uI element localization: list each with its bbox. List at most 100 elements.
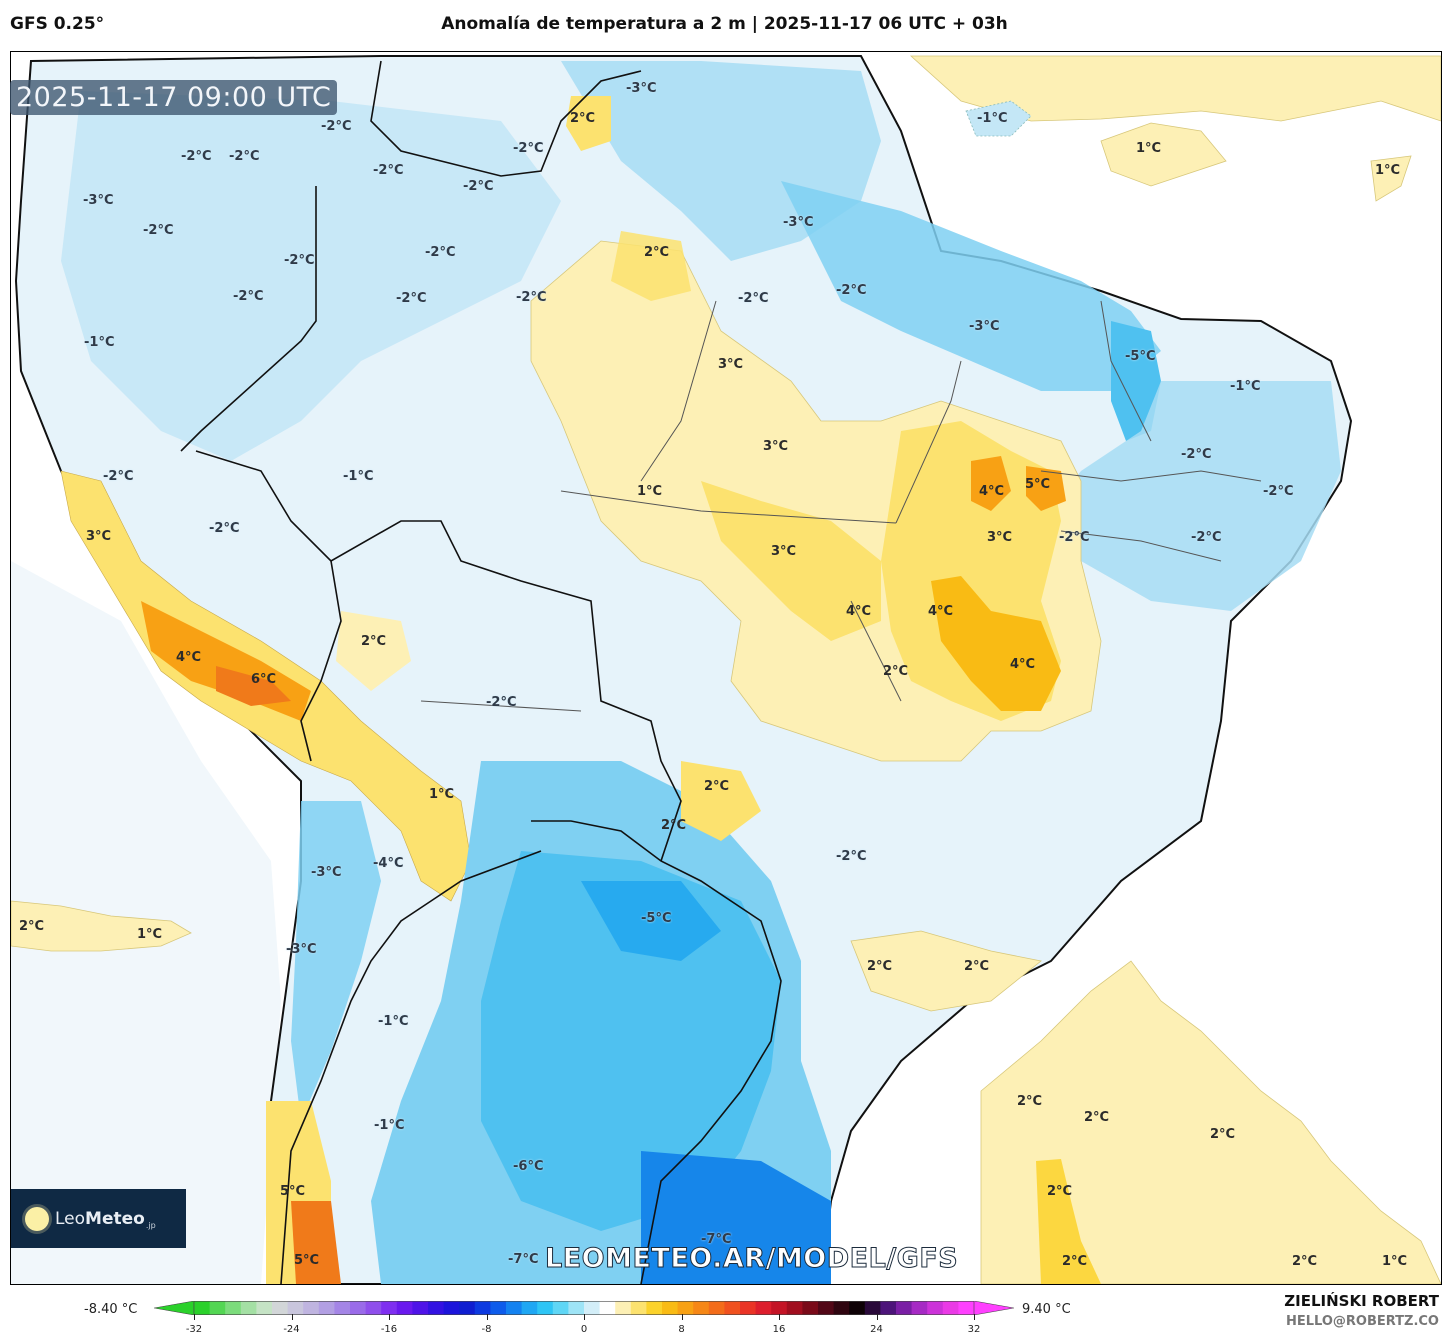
contour-label: 5°C [1025,477,1051,492]
chart-title: Anomalía de temperatura a 2 m | 2025-11-… [441,14,1008,34]
contour-label: -7°C [508,1252,539,1267]
contour-label: 2°C [883,664,909,679]
contour-label: 6°C [251,672,277,687]
colorbar-tick-label: 32 [967,1324,981,1335]
contour-label: -2°C [321,119,352,134]
contour-label: -6°C [513,1159,544,1174]
contour-label: 2°C [644,245,670,260]
contour-label: -2°C [103,469,134,484]
contour-label: -2°C [143,223,174,238]
contour-label: -2°C [1059,530,1090,545]
contour-label: 2°C [964,959,990,974]
contour-label: 3°C [763,439,789,454]
colorbar-tick-label: -32 [185,1324,203,1335]
model-label: GFS 0.25° [10,14,105,34]
contour-label: -2°C [516,290,547,305]
contour-label: -2°C [229,149,260,164]
contour-label: -2°C [425,245,456,260]
leometeo-logo[interactable]: LeoMeteo .jp [11,1189,186,1248]
contour-label: 4°C [979,484,1005,499]
contour-label: 3°C [987,530,1013,545]
contour-label: 1°C [137,927,163,942]
contour-label: -4°C [373,856,404,871]
contour-label: -1°C [1230,379,1261,394]
valid-time-badge: 2025-11-17 09:00 UTC [10,80,338,115]
contour-label: -3°C [969,319,1000,334]
contour-label: 2°C [1210,1127,1236,1142]
contour-label: 4°C [928,604,954,619]
colorbar-tick-label: 16 [772,1324,786,1335]
map-panel[interactable]: -2°C -2°C -2°C -3°C -2°C -2°C -2°C -2°C -2°C -2°C… [10,51,1442,1285]
contour-label: 2°C [1017,1094,1043,1109]
contour-label: -3°C [311,865,342,880]
contour-label: -7°C [701,1232,732,1247]
contour-label: -3°C [286,942,317,957]
colorbar-tick-label: 24 [870,1324,883,1335]
contour-label: 3°C [86,529,112,544]
author-email[interactable]: HELLO@ROBERTZ.CO [1285,1314,1439,1329]
colorbar-min-label: -8.40 °C [84,1302,138,1317]
colorbar-tick-mark [389,1314,390,1320]
contour-label: -2°C [233,289,264,304]
contour-label: 2°C [361,634,387,649]
colorbar-tick-mark [194,1314,195,1320]
colorbar-tick-label: -24 [283,1324,300,1335]
colorbar-tick-mark [584,1314,585,1320]
contour-label: 1°C [1382,1254,1408,1269]
logo-text: LeoMeteo [55,1208,145,1229]
contour-label: -2°C [463,179,494,194]
logo-tld: .jp [145,1221,156,1230]
contour-label: 4°C [846,604,872,619]
contour-label: 1°C [429,787,455,802]
colorbar-tick-mark [681,1314,683,1320]
contour-label: 2°C [1084,1110,1110,1125]
colorbar-tick-mark [876,1314,878,1320]
anomaly-field [11,52,1441,1284]
contour-label: -2°C [836,283,867,298]
colorbar-tick-label: 8 [678,1324,685,1335]
contour-label: -1°C [378,1014,409,1029]
contour-label: 4°C [176,650,202,665]
colorbar-tick-label: -8 [481,1324,492,1335]
contour-label: -3°C [783,215,814,230]
author-credit: ZIELIŃSKI ROBERT [1284,1292,1439,1310]
contour-label: 2°C [1062,1254,1088,1269]
contour-label: -2°C [396,291,427,306]
contour-label: -2°C [1191,530,1222,545]
contour-label: 5°C [280,1184,306,1199]
colorbar-max-label: 9.40 °C [1022,1302,1071,1317]
contour-label: -1°C [343,469,374,484]
contour-label: -2°C [373,163,404,178]
contour-label: 2°C [704,779,730,794]
contour-label: -1°C [977,111,1008,126]
colorbar-tick-label: -16 [380,1324,398,1335]
contour-label: 2°C [867,959,893,974]
contour-label: 2°C [1292,1254,1318,1269]
contour-label: 2°C [570,111,596,126]
contour-label: -2°C [738,291,769,306]
contour-label: 3°C [718,357,744,372]
contour-label: -1°C [374,1118,405,1133]
contour-label: 2°C [19,919,45,934]
colorbar-tick-label: 0 [580,1324,588,1335]
contour-label: -5°C [641,911,672,926]
contour-label: 2°C [661,818,687,833]
contour-label: -2°C [486,695,517,710]
contour-label: -2°C [284,253,315,268]
contour-label: 3°C [771,544,797,559]
contour-label: -3°C [626,81,657,96]
contour-label: -2°C [1181,447,1212,462]
model-url-watermark: LEOMETEO.AR/MODEL/GFS [544,1243,959,1275]
contour-label: -3°C [83,193,114,208]
contour-label: 5°C [294,1253,320,1268]
contour-label: -2°C [513,141,544,156]
contour-label: -2°C [836,849,867,864]
contour-label: -2°C [1263,484,1294,499]
colorbar-gradient [154,1301,1014,1315]
contour-label: 1°C [1136,141,1162,156]
contour-label: -5°C [1125,349,1156,364]
colorbar-tick-mark [291,1314,293,1320]
sun-icon [25,1206,49,1231]
contour-label: -2°C [209,521,240,536]
contour-label: 1°C [637,484,663,499]
